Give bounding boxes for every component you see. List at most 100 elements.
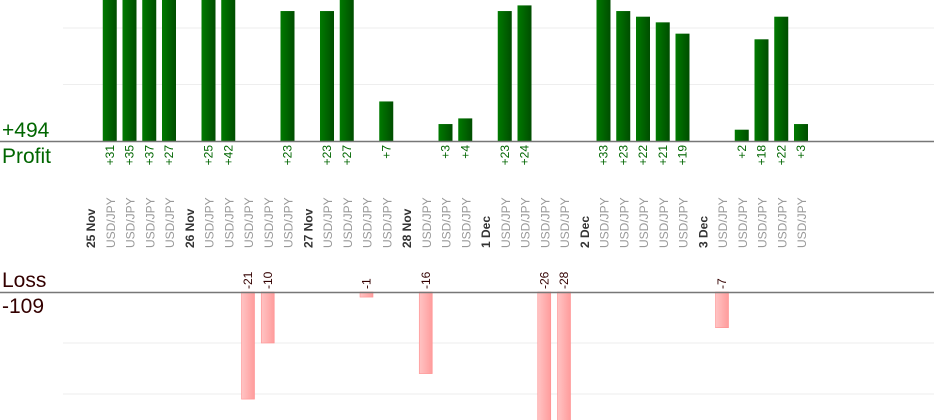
profit-bar bbox=[616, 11, 631, 141]
symbol-label: USD/JPY bbox=[677, 197, 691, 248]
profit-value-label: +37 bbox=[142, 145, 156, 166]
profit-bar bbox=[320, 11, 334, 141]
profit-value-label: +3 bbox=[794, 145, 808, 159]
loss-bar bbox=[557, 291, 571, 420]
loss-total: -109 bbox=[2, 295, 44, 318]
symbol-label: USD/JPY bbox=[341, 197, 355, 248]
date-label: 2 Dec bbox=[578, 216, 592, 248]
profit-value-label: +42 bbox=[221, 145, 235, 166]
date-label: 1 Dec bbox=[479, 216, 493, 248]
loss-bar bbox=[260, 291, 275, 344]
loss-bar bbox=[241, 291, 255, 400]
profit-value-label: +22 bbox=[774, 145, 788, 166]
profit-value-label: +2 bbox=[735, 145, 749, 159]
loss-bar bbox=[418, 291, 433, 374]
symbol-label: USD/JPY bbox=[598, 197, 612, 248]
profit-value-label: +19 bbox=[676, 145, 690, 166]
profit-value-label: +31 bbox=[103, 145, 117, 166]
symbol-label: USD/JPY bbox=[736, 197, 750, 248]
profit-value-label: +18 bbox=[755, 145, 769, 166]
symbol-label: USD/JPY bbox=[124, 197, 138, 248]
profit-label: Profit bbox=[2, 145, 51, 168]
profit-value-label: +25 bbox=[202, 145, 216, 166]
symbol-label: USD/JPY bbox=[242, 197, 256, 248]
profit-bar bbox=[497, 11, 512, 141]
symbol-label: USD/JPY bbox=[499, 197, 513, 248]
symbol-label: USD/JPY bbox=[558, 197, 572, 248]
profit-bar bbox=[122, 0, 137, 141]
profit-bar bbox=[675, 33, 690, 141]
date-label: 28 Nov bbox=[400, 208, 414, 248]
loss-bar bbox=[715, 291, 729, 329]
date-label: 26 Nov bbox=[183, 208, 197, 248]
profit-bar bbox=[339, 0, 354, 141]
symbol-label: USD/JPY bbox=[380, 197, 394, 248]
loss-value-label: -16 bbox=[419, 271, 433, 289]
symbol-label: USD/JPY bbox=[637, 197, 651, 248]
profit-bar bbox=[794, 124, 808, 141]
date-label: 27 Nov bbox=[301, 208, 315, 248]
symbol-label: USD/JPY bbox=[143, 197, 157, 248]
symbol-label: USD/JPY bbox=[795, 197, 809, 248]
profit-bar bbox=[142, 0, 157, 141]
symbol-label: USD/JPY bbox=[440, 197, 454, 248]
profit-value-label: +27 bbox=[162, 145, 176, 166]
loss-value-label: -10 bbox=[261, 271, 275, 289]
profit-value-label: +27 bbox=[340, 145, 354, 166]
profit-bar bbox=[280, 11, 295, 141]
profit-bar bbox=[596, 0, 611, 141]
symbol-label: USD/JPY bbox=[756, 197, 770, 248]
profit-bar bbox=[655, 22, 670, 142]
symbol-label: USD/JPY bbox=[657, 197, 671, 248]
profit-bar bbox=[774, 16, 789, 142]
profit-value-label: +24 bbox=[518, 145, 532, 166]
profit-bar bbox=[754, 39, 769, 141]
date-label: 25 Nov bbox=[84, 208, 98, 248]
symbol-label: USD/JPY bbox=[282, 197, 296, 248]
date-label: 3 Dec bbox=[696, 216, 710, 248]
symbol-label: USD/JPY bbox=[203, 197, 217, 248]
symbol-label: USD/JPY bbox=[716, 197, 730, 248]
profit-bar bbox=[162, 0, 176, 141]
symbol-label: USD/JPY bbox=[459, 197, 473, 248]
profit-total: +494 bbox=[2, 119, 50, 142]
profit-bar bbox=[517, 5, 532, 142]
profit-value-label: +21 bbox=[656, 145, 670, 166]
profit-value-label: +23 bbox=[498, 145, 512, 166]
loss-bar bbox=[537, 291, 552, 420]
loss-value-label: -21 bbox=[241, 271, 255, 289]
profit-bar bbox=[636, 16, 650, 142]
loss-value-label: -1 bbox=[360, 278, 374, 289]
profit-bar bbox=[102, 0, 117, 141]
symbol-label: USD/JPY bbox=[262, 197, 276, 248]
symbol-label: USD/JPY bbox=[321, 197, 335, 248]
profit-bar bbox=[379, 101, 394, 141]
profit-value-label: +23 bbox=[616, 145, 630, 166]
profit-value-label: +35 bbox=[123, 145, 137, 166]
profit-value-label: +7 bbox=[379, 145, 393, 159]
profit-bar bbox=[734, 129, 749, 141]
symbol-label: USD/JPY bbox=[361, 197, 375, 248]
symbol-label: USD/JPY bbox=[222, 197, 236, 248]
profit-value-label: +23 bbox=[320, 145, 334, 166]
profit-bar bbox=[458, 118, 473, 141]
symbol-label: USD/JPY bbox=[538, 197, 552, 248]
profit-bar bbox=[221, 0, 236, 141]
profit-value-label: +23 bbox=[281, 145, 295, 166]
loss-value-label: -26 bbox=[537, 271, 551, 289]
loss-label: Loss bbox=[2, 269, 46, 292]
profit-value-label: +3 bbox=[439, 145, 453, 159]
loss-value-label: -28 bbox=[557, 271, 571, 289]
loss-value-label: -7 bbox=[715, 278, 729, 289]
profit-value-label: +33 bbox=[597, 145, 611, 166]
symbol-label: USD/JPY bbox=[617, 197, 631, 248]
symbol-label: USD/JPY bbox=[775, 197, 789, 248]
symbol-label: USD/JPY bbox=[104, 197, 118, 248]
profit-value-label: +22 bbox=[636, 145, 650, 166]
profit-value-label: +4 bbox=[458, 145, 472, 159]
symbol-label: USD/JPY bbox=[420, 197, 434, 248]
profit-bar bbox=[201, 0, 216, 141]
symbol-label: USD/JPY bbox=[519, 197, 533, 248]
symbol-label: USD/JPY bbox=[163, 197, 177, 248]
